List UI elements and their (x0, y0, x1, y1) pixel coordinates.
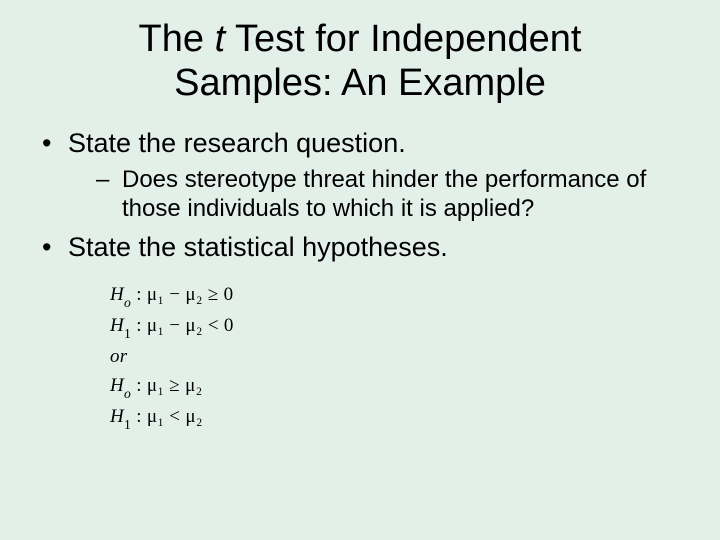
bullet-item-1: State the research question. Does stereo… (38, 127, 682, 223)
title-pre: The (139, 18, 215, 60)
math-line-1: Ho : μ₁ − μ₂ ≥ 0 (110, 280, 682, 311)
bullet-list: State the research question. Does stereo… (38, 127, 682, 263)
title-post: Test for Independent Samples: An Example (174, 18, 581, 104)
math-block: Ho : μ₁ − μ₂ ≥ 0 H1 : μ₁ − μ₂ < 0 or Ho … (38, 280, 682, 433)
title-italic: t (215, 18, 226, 60)
slide-title: The t Test for Independent Samples: An E… (38, 18, 682, 105)
bullet-item-2: State the statistical hypotheses. (38, 231, 682, 263)
math-line-3: or (110, 342, 682, 371)
sub-item-1-1: Does stereotype threat hinder the perfor… (68, 166, 682, 224)
sub-list-1: Does stereotype threat hinder the perfor… (68, 166, 682, 224)
bullet-text-2: State the statistical hypotheses. (68, 232, 448, 262)
math-line-4: Ho : μ₁ ≥ μ₂ (110, 371, 682, 402)
bullet-text-1: State the research question. (68, 128, 406, 158)
math-line-2: H1 : μ₁ − μ₂ < 0 (110, 311, 682, 342)
slide-container: The t Test for Independent Samples: An E… (0, 0, 720, 540)
math-line-5: H1 : μ₁ < μ₂ (110, 402, 682, 433)
